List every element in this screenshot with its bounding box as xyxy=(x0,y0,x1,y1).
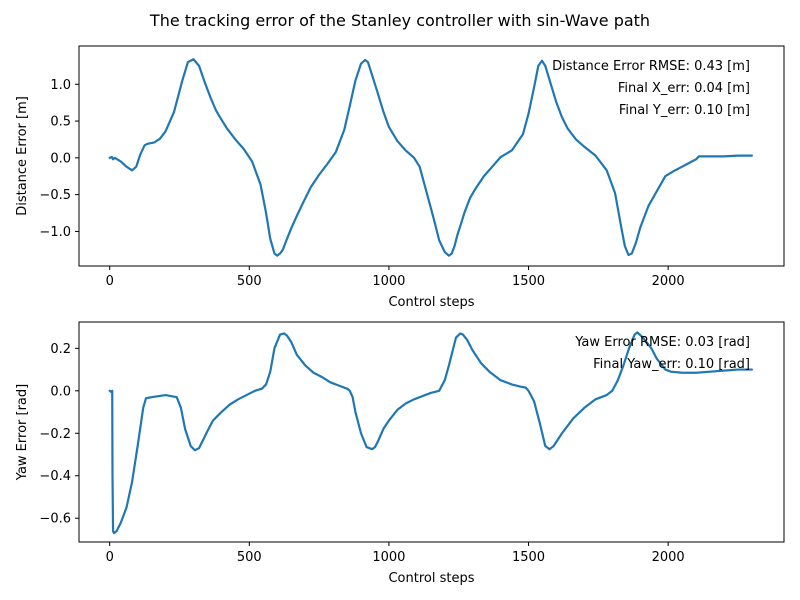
plot-frame xyxy=(78,45,785,267)
distance-error-axes: 0 500 1000 1500 2000 −1.0 −0.5 0.0 0.5 1.0 Contro… xyxy=(15,45,785,310)
rmse-annotation: Distance Error RMSE: 0.43 [m] xyxy=(552,59,750,74)
final-y-err-annotation: Final Y_err: 0.10 [m] xyxy=(619,103,750,118)
final-x-err-annotation: Final X_err: 0.04 [m] xyxy=(618,81,750,96)
figure-title: The tracking error of the Stanley contro… xyxy=(149,11,650,30)
yaw-error-line xyxy=(108,331,753,535)
y-tick-label: 0.0 xyxy=(50,384,71,399)
x-tick-label: 2000 xyxy=(652,550,685,565)
x-tick-label: 1000 xyxy=(372,550,405,565)
y-tick-label: 1.0 xyxy=(50,78,71,93)
annotations: Distance Error RMSE: 0.43 [m] Final X_er… xyxy=(552,59,750,118)
x-tick-label: 2000 xyxy=(652,274,685,289)
x-tick-label: 0 xyxy=(106,274,114,289)
y-axis-label: Yaw Error [rad] xyxy=(15,384,30,481)
x-axis-label: Control steps xyxy=(388,571,474,586)
x-tick-label: 1500 xyxy=(512,550,545,565)
y-tick-label: −0.6 xyxy=(39,512,71,527)
y-axis-label: Distance Error [m] xyxy=(15,96,30,216)
distance-error-line xyxy=(108,58,753,257)
rmse-annotation: Yaw Error RMSE: 0.03 [rad] xyxy=(574,335,750,350)
x-axis-label: Control steps xyxy=(388,295,474,310)
y-tick-label: 0.2 xyxy=(50,342,71,357)
plot-frame xyxy=(78,321,785,543)
x-tick-label: 500 xyxy=(237,274,262,289)
final-yaw-err-annotation: Final Yaw_err: 0.10 [rad] xyxy=(593,357,750,372)
y-tick-label: −0.4 xyxy=(39,469,71,484)
y-tick-label: 0.5 xyxy=(50,115,71,130)
y-tick-label: −0.2 xyxy=(39,427,71,442)
x-tick-label: 500 xyxy=(237,550,262,565)
y-tick-label: 0.0 xyxy=(50,151,71,166)
x-tick-label: 0 xyxy=(106,550,114,565)
x-tick-label: 1000 xyxy=(372,274,405,289)
y-tick-label: −0.5 xyxy=(39,188,71,203)
x-tick-label: 1500 xyxy=(512,274,545,289)
annotations: Yaw Error RMSE: 0.03 [rad] Final Yaw_err… xyxy=(574,335,750,372)
yaw-error-axes: 0 500 1000 1500 2000 −0.6 −0.4 −0.2 0.0 0.2 Contr… xyxy=(15,321,785,586)
y-tick-label: −1.0 xyxy=(39,225,71,240)
